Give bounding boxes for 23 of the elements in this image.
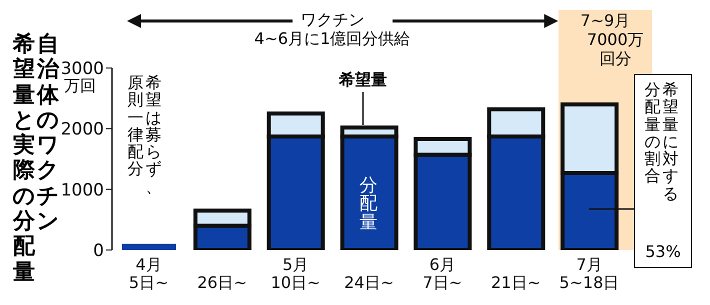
- annotation: 希望は募らず、: [144, 73, 162, 196]
- text: 4~6月に1億回分供給: [253, 29, 412, 48]
- band-label: 7~9月: [580, 11, 630, 30]
- y-tick-label: 1000: [60, 180, 104, 200]
- annotation: 7000万回分: [586, 30, 645, 68]
- series-label: 分配量: [359, 174, 378, 234]
- y-tick-label: 0: [93, 241, 104, 262]
- x-tick-label: 24日~: [344, 273, 394, 292]
- y-tick-label: 2000: [60, 120, 104, 140]
- text: ワクチン: [299, 10, 366, 29]
- x-tick-label: 26日~: [197, 273, 248, 292]
- annotation: 原則一律配分: [126, 73, 144, 178]
- x-tick-label: 5月 10日~: [270, 255, 320, 292]
- text: 自治体のワクチン: [36, 32, 60, 234]
- text: 希望量に対する: [662, 80, 680, 203]
- x-tick-label: 7月 5~18日: [559, 255, 620, 292]
- x-tick-label: 21日~: [490, 273, 541, 292]
- x-tick-label: 4月 5日~: [128, 255, 169, 292]
- text: 分配量の割合: [644, 80, 662, 186]
- x-tick-label: 6月 7日~: [422, 255, 462, 292]
- text: 53%: [644, 242, 682, 261]
- text: 希望量と実際の分配量: [12, 32, 36, 285]
- series-label: 希望量: [338, 70, 388, 91]
